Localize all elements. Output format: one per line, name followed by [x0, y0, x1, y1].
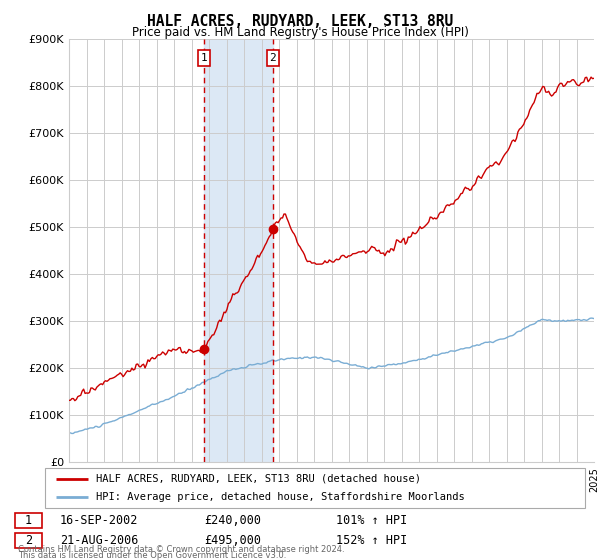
Text: 2: 2 — [269, 53, 276, 63]
Text: HALF ACRES, RUDYARD, LEEK, ST13 8RU (detached house): HALF ACRES, RUDYARD, LEEK, ST13 8RU (det… — [96, 474, 421, 484]
Text: 1: 1 — [201, 53, 208, 63]
Bar — [204, 39, 272, 462]
FancyBboxPatch shape — [15, 533, 42, 548]
Text: 152% ↑ HPI: 152% ↑ HPI — [336, 534, 407, 547]
Text: HPI: Average price, detached house, Staffordshire Moorlands: HPI: Average price, detached house, Staf… — [96, 492, 465, 502]
Text: Price paid vs. HM Land Registry's House Price Index (HPI): Price paid vs. HM Land Registry's House … — [131, 26, 469, 39]
Text: 16-SEP-2002: 16-SEP-2002 — [60, 514, 139, 527]
Text: £240,000: £240,000 — [204, 514, 261, 527]
Text: HALF ACRES, RUDYARD, LEEK, ST13 8RU: HALF ACRES, RUDYARD, LEEK, ST13 8RU — [147, 14, 453, 29]
Text: £495,000: £495,000 — [204, 534, 261, 547]
Text: 101% ↑ HPI: 101% ↑ HPI — [336, 514, 407, 527]
Text: This data is licensed under the Open Government Licence v3.0.: This data is licensed under the Open Gov… — [18, 551, 286, 560]
FancyBboxPatch shape — [15, 513, 42, 528]
Text: 2: 2 — [25, 534, 32, 547]
Text: 1: 1 — [25, 514, 32, 527]
Text: 21-AUG-2006: 21-AUG-2006 — [60, 534, 139, 547]
Text: Contains HM Land Registry data © Crown copyright and database right 2024.: Contains HM Land Registry data © Crown c… — [18, 545, 344, 554]
FancyBboxPatch shape — [45, 468, 585, 508]
